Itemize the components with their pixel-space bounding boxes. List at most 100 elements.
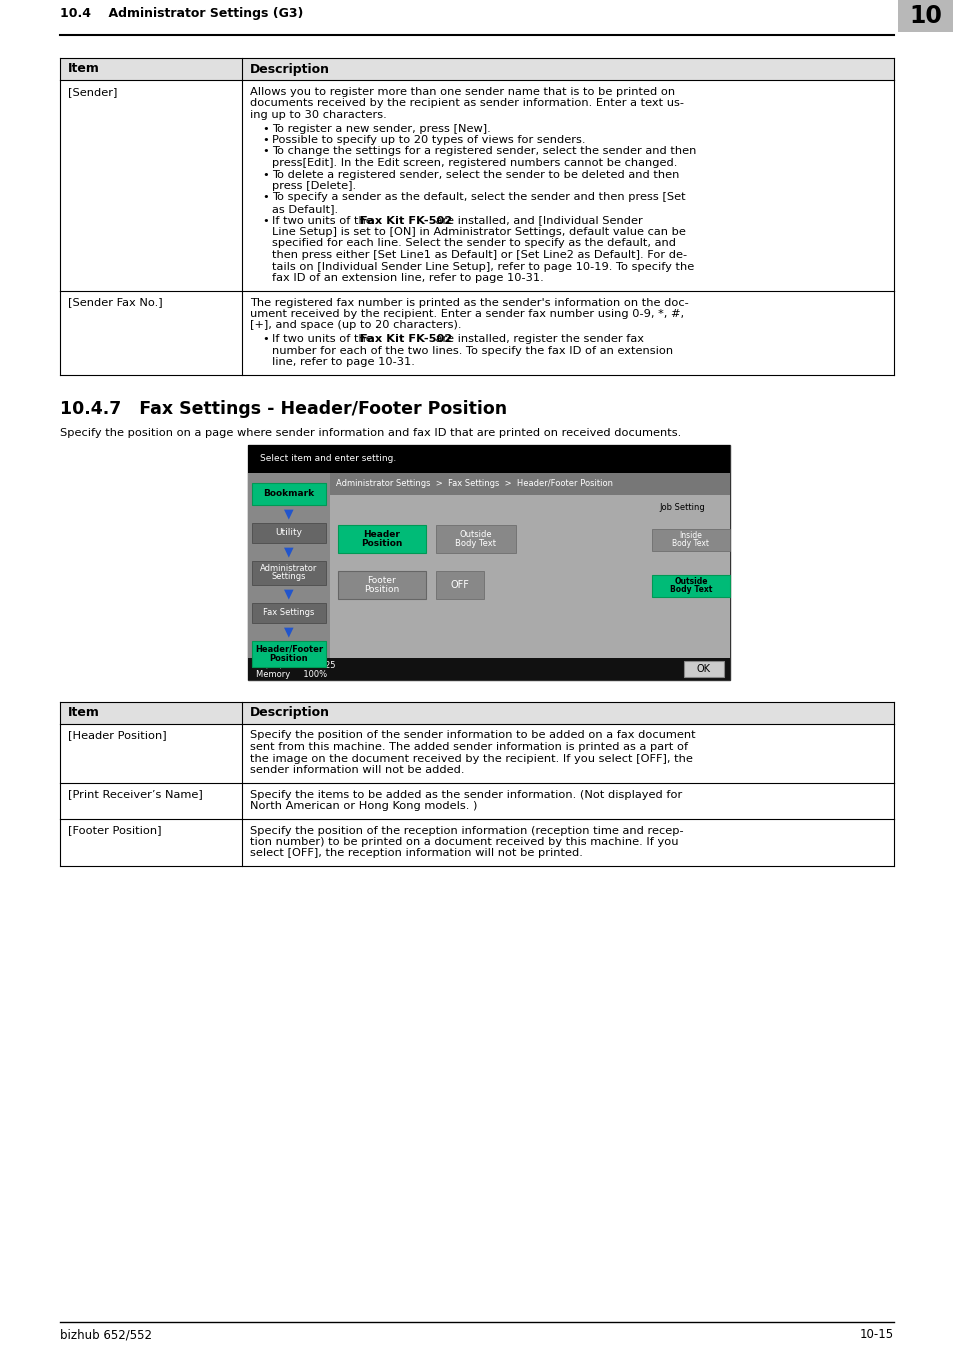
Bar [248,657,729,679]
Text: tion number) to be printed on a document received by this machine. If you: tion number) to be printed on a document… [250,837,678,846]
Text: [Footer Position]: [Footer Position] [68,825,161,836]
Text: Possible to specify up to 20 types of views for senders.: Possible to specify up to 20 types of vi… [272,135,585,144]
Text: Inside: Inside [679,531,701,540]
Text: Bookmark: Bookmark [263,489,314,498]
Text: [+], and space (up to 20 characters).: [+], and space (up to 20 characters). [250,320,461,331]
Text: Position: Position [270,653,308,663]
Text: To delete a registered sender, select the sender to be deleted and then: To delete a registered sender, select th… [272,170,679,180]
Text: Line Setup] is set to [ON] in Administrator Settings, default value can be: Line Setup] is set to [ON] in Administra… [272,227,685,238]
Text: Footer: Footer [367,576,395,585]
Text: If two units of the: If two units of the [272,333,376,344]
Text: Job Setting: Job Setting [659,502,704,512]
Text: press[Edit]. In the Edit screen, registered numbers cannot be changed.: press[Edit]. In the Edit screen, registe… [272,158,677,167]
Bar [252,522,326,543]
Text: line, refer to page 10-31.: line, refer to page 10-31. [272,356,415,367]
Text: ing up to 30 characters.: ing up to 30 characters. [250,109,386,120]
Text: North American or Hong Kong models. ): North American or Hong Kong models. ) [250,801,476,811]
Text: documents received by the recipient as sender information. Enter a text us-: documents received by the recipient as s… [250,99,683,108]
Text: sent from this machine. The added sender information is printed as a part of: sent from this machine. The added sender… [250,743,687,752]
Text: ▼: ▼ [284,508,294,520]
Text: Header: Header [363,531,400,539]
Bar [252,602,326,622]
Text: Select item and enter setting.: Select item and enter setting. [260,454,395,463]
Text: •: • [262,216,269,225]
Text: then press either [Set Line1 as Default] or [Set Line2 as Default]. For de-: then press either [Set Line1 as Default]… [272,250,686,261]
Text: •: • [262,193,269,202]
Bar [60,58,893,80]
Bar [337,571,426,598]
Text: Settings: Settings [272,572,306,580]
Text: Description: Description [250,706,330,720]
Text: Body Text: Body Text [455,539,496,548]
Text: Memory     100%: Memory 100% [255,670,327,679]
Text: 10-15: 10-15 [859,1328,893,1341]
Bar [252,560,326,585]
Bar [248,444,729,679]
Text: To specify a sender as the default, select the sender and then press [Set: To specify a sender as the default, sele… [272,193,685,202]
Text: the image on the document received by the recipient. If you select [OFF], the: the image on the document received by th… [250,753,692,764]
Text: Item: Item [68,62,100,76]
Text: OFF: OFF [450,579,469,590]
Text: ▼: ▼ [284,587,294,599]
Text: Allows you to register more than one sender name that is to be printed on: Allows you to register more than one sen… [250,86,675,97]
Text: To register a new sender, press [New].: To register a new sender, press [New]. [272,123,490,134]
Bar [436,571,483,598]
Text: [Header Position]: [Header Position] [68,730,167,741]
Bar [330,472,729,494]
Text: Utility: Utility [275,528,302,537]
Text: Fax Kit FK-502: Fax Kit FK-502 [359,333,452,344]
Bar [330,472,729,657]
Bar [337,525,426,552]
Text: Fax Settings: Fax Settings [263,608,314,617]
Text: [Sender Fax No.]: [Sender Fax No.] [68,297,162,308]
Text: 10.4.7   Fax Settings - Header/Footer Position: 10.4.7 Fax Settings - Header/Footer Posi… [60,401,507,418]
Text: 01/07/2010   11:25: 01/07/2010 11:25 [255,662,335,670]
Text: Administrator Settings  >  Fax Settings  >  Header/Footer Position: Administrator Settings > Fax Settings > … [335,479,613,487]
Text: Description: Description [250,62,330,76]
Bar [60,702,893,724]
Text: 10.4    Administrator Settings (G3): 10.4 Administrator Settings (G3) [60,7,303,19]
Text: Specify the position of the reception information (reception time and recep-: Specify the position of the reception in… [250,825,683,836]
Text: Outside: Outside [674,576,707,586]
Text: [Print Receiver’s Name]: [Print Receiver’s Name] [68,790,203,799]
Bar [651,528,729,551]
Text: •: • [262,135,269,144]
Text: •: • [262,123,269,134]
Text: ▼: ▼ [284,545,294,558]
Text: OK: OK [697,663,710,674]
Bar [248,472,330,657]
Bar [683,660,723,676]
Text: press [Delete].: press [Delete]. [272,181,355,190]
Text: Position: Position [361,539,402,548]
Text: •: • [262,147,269,157]
Text: specified for each line. Select the sender to specify as the default, and: specified for each line. Select the send… [272,239,676,248]
Text: The registered fax number is printed as the sender's information on the doc-: The registered fax number is printed as … [250,297,688,308]
Text: bizhub 652/552: bizhub 652/552 [60,1328,152,1341]
Bar [897,0,953,32]
Text: fax ID of an extension line, refer to page 10-31.: fax ID of an extension line, refer to pa… [272,273,543,284]
Text: number for each of the two lines. To specify the fax ID of an extension: number for each of the two lines. To spe… [272,346,673,355]
Text: ument received by the recipient. Enter a sender fax number using 0-9, *, #,: ument received by the recipient. Enter a… [250,309,683,319]
Text: Body Text: Body Text [669,585,712,594]
Text: are installed, register the sender fax: are installed, register the sender fax [432,333,643,344]
Text: If two units of the: If two units of the [272,216,376,225]
Text: are installed, and [Individual Sender: are installed, and [Individual Sender [432,216,642,225]
Bar [436,525,516,552]
Text: as Default].: as Default]. [272,204,337,215]
Text: Specify the items to be added as the sender information. (Not displayed for: Specify the items to be added as the sen… [250,790,681,799]
Text: Specify the position of the sender information to be added on a fax document: Specify the position of the sender infor… [250,730,695,741]
Text: •: • [262,333,269,344]
Bar [252,482,326,505]
Bar [252,640,326,667]
Bar [651,575,729,597]
Text: •: • [262,170,269,180]
Text: Item: Item [68,706,100,720]
Text: sender information will not be added.: sender information will not be added. [250,765,464,775]
Text: Header/Footer: Header/Footer [254,645,323,653]
Text: Body Text: Body Text [672,539,709,548]
Text: Outside: Outside [459,531,492,539]
Text: [Sender]: [Sender] [68,86,117,97]
Text: ▼: ▼ [284,625,294,639]
Text: Administrator: Administrator [260,564,317,572]
Text: Specify the position on a page where sender information and fax ID that are prin: Specify the position on a page where sen… [60,428,680,439]
